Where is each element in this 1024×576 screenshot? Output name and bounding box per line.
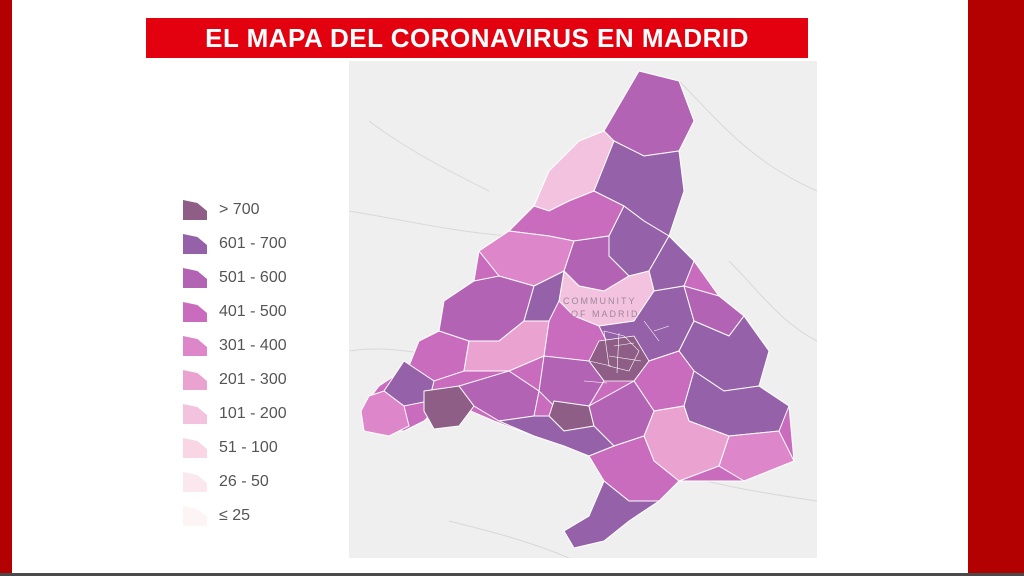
page-title: EL MAPA DEL CORONAVIRUS EN MADRID: [146, 18, 808, 58]
legend-item-501-600: 501 - 600: [183, 261, 343, 295]
city-districts: [583, 320, 670, 384]
legend-item-601-700: 601 - 700: [183, 227, 343, 261]
legend-item-301-400: 301 - 400: [183, 329, 343, 363]
map-legend: > 700 601 - 700 501 - 600 401 - 500 301 …: [183, 193, 343, 533]
legend-item-gt-700: > 700: [183, 193, 343, 227]
legend-swatch: [183, 200, 207, 220]
legend-label: ≤ 25: [219, 507, 251, 524]
legend-item-26-50: 26 - 50: [183, 465, 343, 499]
map-watermark-line2: OF MADRID: [571, 309, 640, 319]
region: [463, 320, 550, 372]
region: [523, 270, 565, 322]
map-svg: COMMUNITY OF MADRID: [349, 70, 817, 558]
map-watermark-line1: COMMUNITY: [563, 296, 637, 306]
legend-item-101-200: 101 - 200: [183, 397, 343, 431]
legend-swatch: [183, 268, 207, 288]
region: [383, 360, 435, 407]
choropleth-map[interactable]: COMMUNITY OF MADRID: [349, 61, 817, 558]
legend-swatch: [183, 404, 207, 424]
legend-label: 401 - 500: [219, 303, 287, 320]
legend-swatch: [183, 370, 207, 390]
legend-item-201-300: 201 - 300: [183, 363, 343, 397]
legend-swatch: [183, 506, 207, 526]
legend-swatch: [183, 234, 207, 254]
legend-label: 51 - 100: [219, 439, 278, 456]
legend-item-le-25: ≤ 25: [183, 499, 343, 533]
legend-item-51-100: 51 - 100: [183, 431, 343, 465]
legend-swatch: [183, 438, 207, 458]
legend-swatch: [183, 302, 207, 322]
legend-label: 501 - 600: [219, 269, 287, 286]
legend-swatch: [183, 336, 207, 356]
legend-label: 301 - 400: [219, 337, 287, 354]
bottom-divider: [0, 573, 1024, 576]
region: [497, 415, 615, 457]
legend-label: 26 - 50: [219, 473, 269, 490]
region: [563, 480, 661, 549]
legend-swatch: [183, 472, 207, 492]
legend-label: 101 - 200: [219, 405, 287, 422]
legend-item-401-500: 401 - 500: [183, 295, 343, 329]
legend-label: > 700: [219, 201, 260, 218]
legend-label: 601 - 700: [219, 235, 287, 252]
background-roads: [349, 80, 817, 558]
legend-label: 201 - 300: [219, 371, 287, 388]
region: [360, 390, 410, 437]
